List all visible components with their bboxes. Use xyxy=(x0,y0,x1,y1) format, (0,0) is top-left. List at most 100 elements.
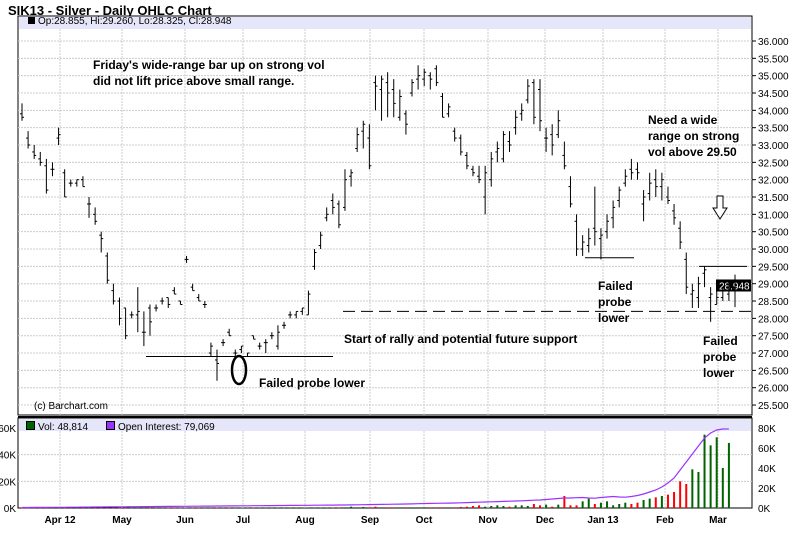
volume-bar xyxy=(612,505,615,508)
volume-legend: Vol: 48,814 xyxy=(26,421,88,433)
y-tick-label: 35.000 xyxy=(758,72,789,83)
volume-bar xyxy=(606,501,609,508)
volume-bar xyxy=(697,472,700,508)
volume-bar xyxy=(465,506,468,508)
y-tick-label: 30.500 xyxy=(758,228,789,239)
volume-bar xyxy=(173,507,176,509)
y-tick-label: 34.500 xyxy=(758,89,789,100)
y-tick-label: 27.000 xyxy=(758,349,789,360)
volume-bar xyxy=(715,437,718,508)
x-tick-label: Mar xyxy=(709,515,727,526)
x-tick-label: Feb xyxy=(656,515,674,526)
volume-bar xyxy=(532,504,535,508)
annotation-line: did not lift price above small range. xyxy=(93,74,295,88)
annotation-line: lower xyxy=(598,311,630,325)
volume-bar xyxy=(691,469,694,508)
volume-bar xyxy=(411,507,414,508)
volume-bar xyxy=(270,507,273,509)
open-interest-line xyxy=(22,428,729,509)
volume-bar xyxy=(264,507,267,509)
volume-bar xyxy=(88,507,91,509)
volume-bar xyxy=(136,507,139,509)
volume-bar xyxy=(69,507,72,509)
legend-swatch xyxy=(28,17,35,24)
volume-bar xyxy=(142,507,145,509)
volume-bar xyxy=(380,507,383,508)
volume-bar xyxy=(356,507,359,508)
annotation-failed-probe-mar: Failed probe lower xyxy=(703,333,738,381)
volume-bar xyxy=(283,507,286,509)
x-tick-label: Apr 12 xyxy=(44,515,76,526)
volume-bar xyxy=(295,507,298,509)
down-arrow-icon xyxy=(712,195,728,220)
annotation-line: vol above 29.50 xyxy=(648,145,737,159)
volume-bar xyxy=(727,442,730,508)
volume-bar xyxy=(581,501,584,508)
volume-bar xyxy=(252,507,255,509)
volume-bar xyxy=(94,507,97,509)
volume-bar xyxy=(429,507,432,508)
y-tick-label: 29.500 xyxy=(758,262,789,273)
y-tick-label: 26.000 xyxy=(758,384,789,395)
volume-tick-label: 60K xyxy=(0,424,16,435)
volume-bar xyxy=(435,507,438,508)
x-tick-label: Jul xyxy=(236,515,251,526)
x-tick-label: Jun xyxy=(176,515,194,526)
volume-bar xyxy=(398,507,401,508)
volume-bar xyxy=(526,506,529,508)
y-tick-label: 25.500 xyxy=(758,401,789,412)
volume-bar xyxy=(673,492,676,508)
volume-bar xyxy=(630,504,633,508)
volume-bar xyxy=(307,507,310,509)
y-tick-label: 27.500 xyxy=(758,332,789,343)
volume-bar xyxy=(209,507,212,509)
volume-bar xyxy=(648,498,651,508)
volume-bar xyxy=(374,506,377,508)
volume-bar xyxy=(484,506,487,508)
volume-bar xyxy=(258,507,261,509)
probe-ellipse xyxy=(230,354,248,386)
oi-tick-label: 0K xyxy=(758,504,771,515)
volume-bar xyxy=(478,505,481,508)
volume-bar xyxy=(441,507,444,508)
copyright: (c) Barchart.com xyxy=(34,401,108,412)
chart-title: SIK13 - Silver - Daily OHLC Chart xyxy=(8,3,212,18)
volume-bar xyxy=(709,445,712,508)
annotation-failed-probe-dec: Failed probe lower xyxy=(598,278,633,326)
annotation-line: Failed xyxy=(703,334,738,348)
y-tick-label: 29.000 xyxy=(758,280,789,291)
y-tick-label: 31.000 xyxy=(758,210,789,221)
oi-tick-label: 60K xyxy=(758,444,776,455)
volume-bar xyxy=(343,507,346,508)
volume-bar xyxy=(666,494,669,508)
volume-tick-label: 40K xyxy=(0,451,16,462)
volume-bar xyxy=(130,507,133,509)
oi-swatch xyxy=(106,421,115,430)
x-tick-label: Dec xyxy=(536,515,555,526)
y-tick-label: 35.500 xyxy=(758,54,789,65)
volume-bar xyxy=(386,507,389,508)
volume-bar xyxy=(569,505,572,508)
price-legend-band xyxy=(19,17,751,29)
volume-bar xyxy=(301,507,304,509)
volume-panel xyxy=(17,417,753,509)
volume-bar xyxy=(331,507,334,509)
volume-bar xyxy=(75,507,78,509)
price-panel xyxy=(17,15,753,416)
volume-bar xyxy=(417,507,420,508)
volume-bar xyxy=(392,507,395,508)
volume-legend-band xyxy=(19,419,751,431)
volume-bar xyxy=(167,507,170,509)
volume-bar xyxy=(362,506,365,508)
volume-bar xyxy=(313,507,316,509)
volume-bar xyxy=(471,506,474,508)
x-tick-label: Sep xyxy=(361,515,379,526)
y-tick-label: 33.500 xyxy=(758,124,789,135)
volume-bar xyxy=(289,507,292,509)
volume-bar xyxy=(228,507,231,509)
volume-bar xyxy=(685,484,688,508)
volume-bar xyxy=(447,507,450,508)
volume-bar xyxy=(642,500,645,508)
volume-bar xyxy=(404,507,407,508)
